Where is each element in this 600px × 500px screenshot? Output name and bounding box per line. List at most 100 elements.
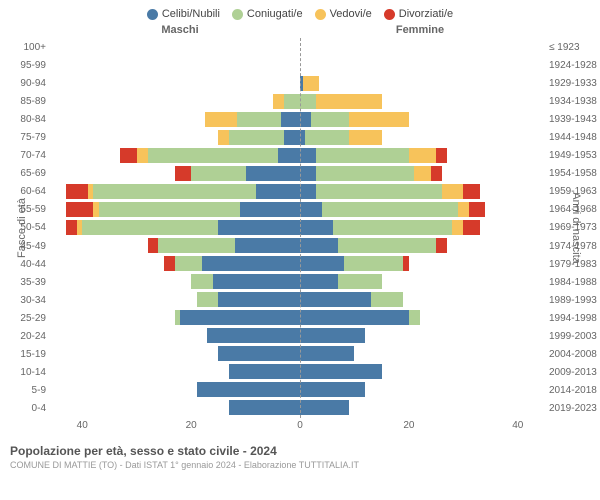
bar-segment (284, 130, 300, 145)
bar-segment (175, 256, 202, 271)
bar-segment (349, 130, 382, 145)
age-tick: 35-39 (0, 273, 50, 291)
year-tick: 1934-1938 (545, 92, 600, 110)
bar-segment (300, 292, 371, 307)
male-half (55, 110, 300, 128)
bar-segment (414, 166, 430, 181)
bar-segment (180, 310, 300, 325)
bar-segment (463, 184, 479, 199)
year-tick: 1939-1943 (545, 110, 600, 128)
female-half (300, 380, 545, 398)
bar-segment (371, 292, 404, 307)
female-half (300, 308, 545, 326)
bar-segment (93, 184, 256, 199)
year-tick: ≤ 1923 (545, 38, 600, 56)
year-tick: 2004-2008 (545, 346, 600, 364)
age-tick: 50-54 (0, 219, 50, 237)
bar-segment (344, 256, 404, 271)
legend-item: Vedovi/e (315, 8, 372, 20)
age-tick: 40-44 (0, 255, 50, 273)
bar-segment (256, 184, 300, 199)
female-header: Femmine (300, 24, 540, 36)
male-half (55, 182, 300, 200)
bar-segment (158, 238, 234, 253)
bar-segment (175, 166, 191, 181)
bar-segment (300, 400, 349, 415)
bar-segment (246, 166, 300, 181)
bar-segment (349, 112, 409, 127)
chart-area: Fasce di età Anni di nascita 100+95-9990… (0, 38, 600, 418)
year-tick: 1999-2003 (545, 328, 600, 346)
age-tick: 15-19 (0, 346, 50, 364)
female-half (300, 362, 545, 380)
bar-segment (300, 220, 333, 235)
legend-label: Divorziati/e (399, 8, 453, 20)
year-tick: 1929-1933 (545, 74, 600, 92)
bar-segment (202, 256, 300, 271)
male-half (55, 398, 300, 416)
year-tick: 2009-2013 (545, 364, 600, 382)
bar-segment (66, 220, 77, 235)
bar-segment (197, 382, 300, 397)
female-half (300, 218, 545, 236)
male-half (55, 308, 300, 326)
legend-swatch (315, 9, 326, 20)
bar-segment (300, 148, 316, 163)
male-half (55, 272, 300, 290)
bar-segment (281, 112, 300, 127)
female-half (300, 110, 545, 128)
female-half (300, 56, 545, 74)
bar-segment (300, 382, 365, 397)
year-tick: 1924-1928 (545, 56, 600, 74)
bar-segment (207, 328, 300, 343)
male-half (55, 38, 300, 56)
female-half (300, 92, 545, 110)
bar-segment (436, 238, 447, 253)
bar-segment (235, 238, 300, 253)
legend-item: Divorziati/e (384, 8, 453, 20)
female-half (300, 164, 545, 182)
bar-segment (300, 256, 344, 271)
legend-label: Coniugati/e (247, 8, 303, 20)
male-half (55, 128, 300, 146)
x-tick: 40 (77, 420, 88, 431)
bar-segment (409, 148, 436, 163)
legend: Celibi/Nubili Coniugati/e Vedovi/e Divorzia… (0, 0, 600, 24)
age-tick: 10-14 (0, 364, 50, 382)
year-tick: 1989-1993 (545, 291, 600, 309)
bar-segment (322, 202, 458, 217)
bar-segment (316, 148, 409, 163)
female-half (300, 182, 545, 200)
year-tick: 1964-1968 (545, 201, 600, 219)
bar-segment (278, 148, 300, 163)
female-half (300, 38, 545, 56)
male-header: Maschi (60, 24, 300, 36)
bar-segment (442, 184, 464, 199)
bar-segment (300, 184, 316, 199)
bar-segment (300, 364, 382, 379)
bar-segment (240, 202, 300, 217)
x-axis-right: 2040 (300, 418, 545, 438)
age-tick: 60-64 (0, 183, 50, 201)
bar-segment (191, 274, 213, 289)
bar-segment (458, 202, 469, 217)
male-half (55, 362, 300, 380)
bar-segment (469, 202, 485, 217)
gender-headers: Maschi Femmine (0, 24, 600, 38)
year-tick: 1969-1973 (545, 219, 600, 237)
bar-segment (300, 346, 354, 361)
legend-label: Celibi/Nubili (162, 8, 220, 20)
female-half (300, 326, 545, 344)
chart-title: Popolazione per età, sesso e stato civil… (10, 444, 590, 458)
male-half (55, 326, 300, 344)
female-half (300, 146, 545, 164)
female-half (300, 290, 545, 308)
male-half (55, 56, 300, 74)
male-half (55, 254, 300, 272)
age-tick: 100+ (0, 38, 50, 56)
year-tick: 2019-2023 (545, 400, 600, 418)
bar-segment (164, 256, 175, 271)
bar-segment (409, 310, 420, 325)
bar-segment (137, 148, 148, 163)
bar-segment (316, 94, 381, 109)
